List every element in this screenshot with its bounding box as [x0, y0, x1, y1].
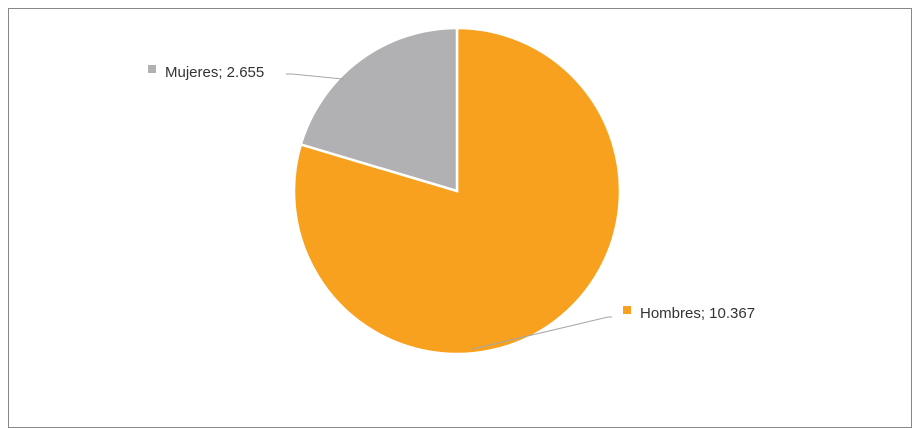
data-labels: Hombres; 10.367 Mujeres; 2.655	[148, 64, 755, 322]
pie-chart: Hombres; 10.367 Mujeres; 2.655	[148, 26, 755, 356]
data-label-hombres: Hombres; 10.367	[640, 305, 755, 322]
leader-line-hombres	[471, 316, 612, 350]
pie-slices	[292, 26, 622, 356]
leader-lines	[286, 73, 612, 350]
pie-slice-mujeres	[299, 26, 459, 193]
leader-line-mujeres	[286, 73, 345, 80]
data-label-mujeres: Mujeres; 2.655	[165, 64, 264, 81]
label-key-hombres	[623, 306, 631, 314]
label-key-mujeres	[148, 65, 156, 73]
